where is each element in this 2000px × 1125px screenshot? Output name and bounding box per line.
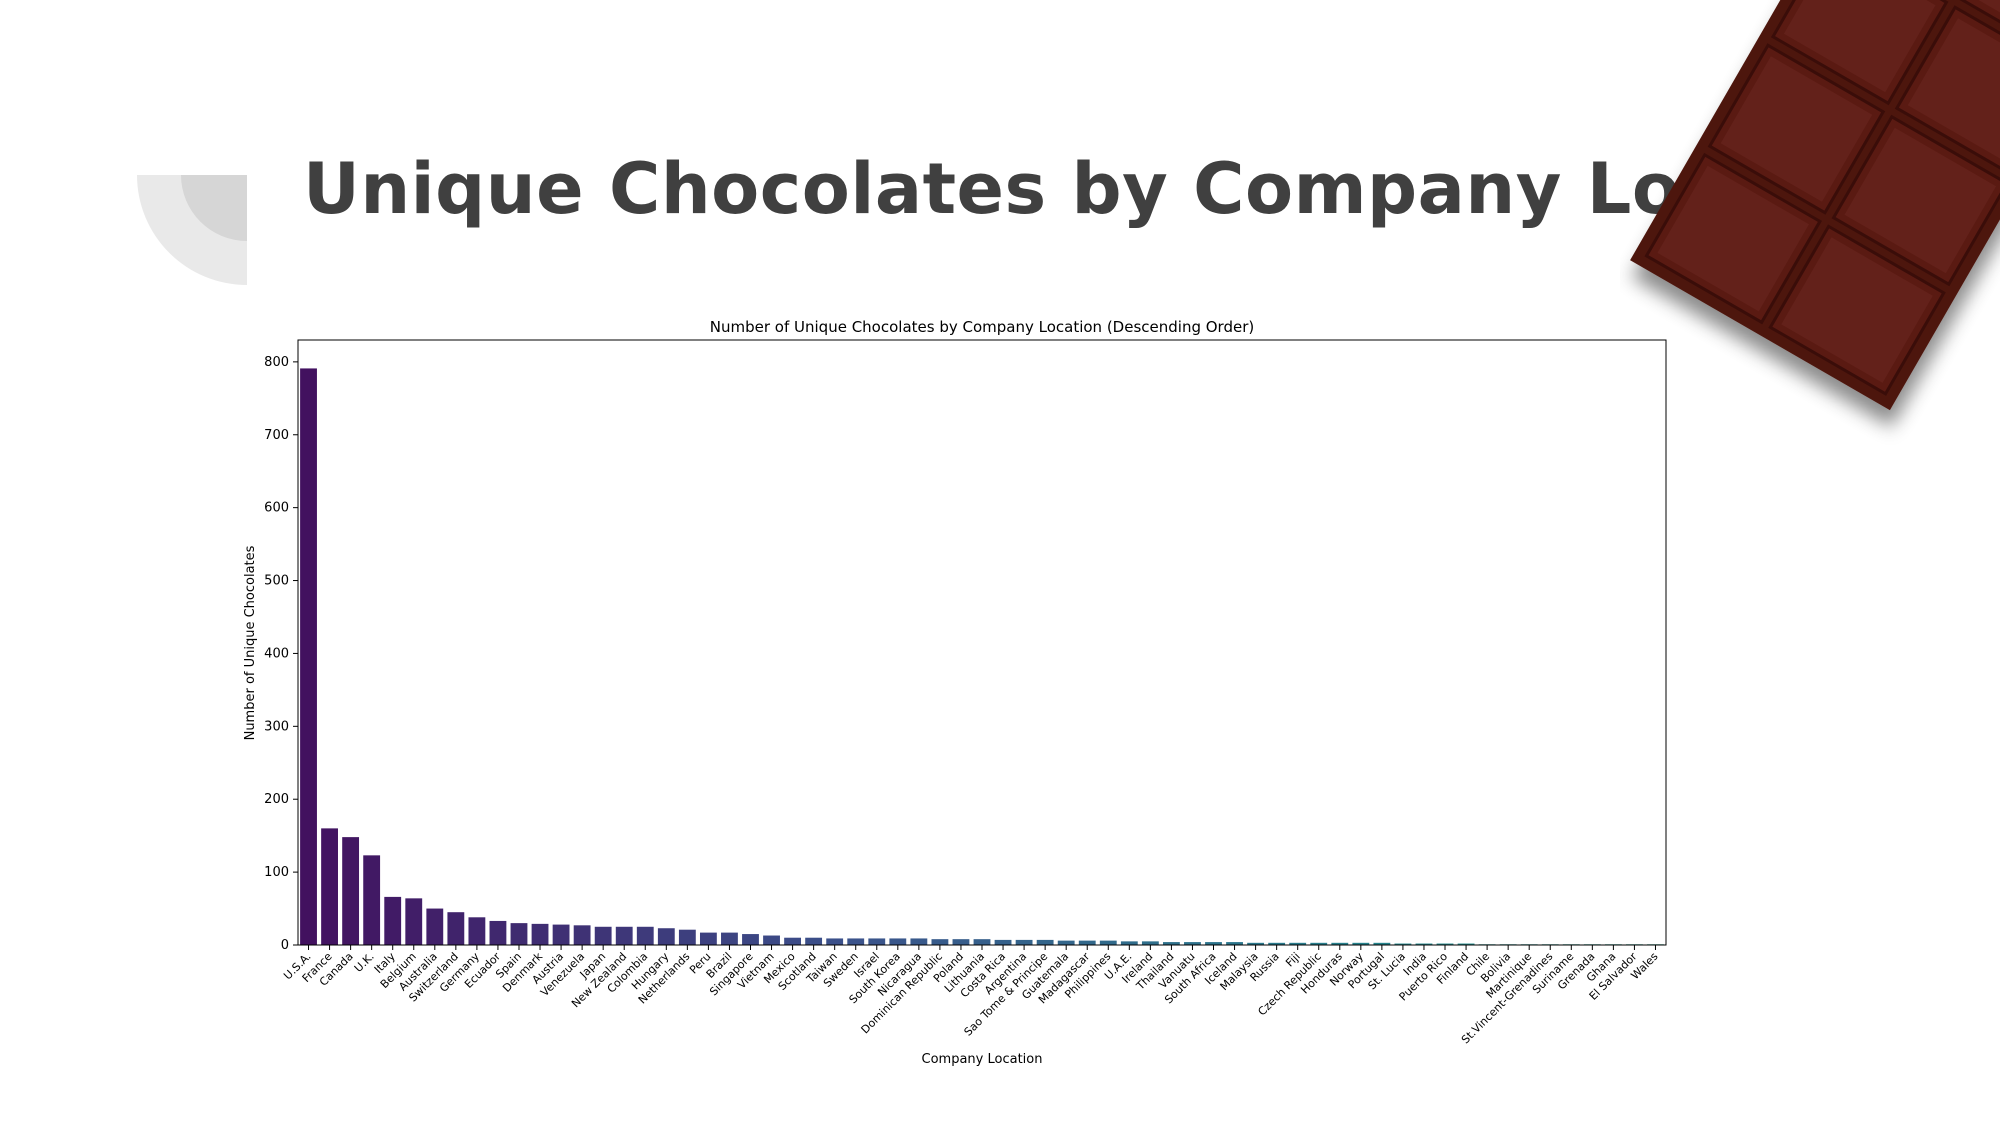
bar xyxy=(1057,940,1075,945)
bar xyxy=(1436,943,1454,945)
bar xyxy=(1078,940,1096,945)
bar xyxy=(931,939,949,945)
chocolate-square-highlight xyxy=(1781,237,1933,383)
y-ticks-group: 0 100 200 300 400 500 600 700 800 xyxy=(264,355,298,953)
y-tick-label: 100 xyxy=(264,865,289,880)
chocolate-square-highlight xyxy=(1907,18,2000,164)
bar xyxy=(1373,942,1391,945)
chocolate-bar-image xyxy=(1630,0,2000,411)
bar xyxy=(405,898,423,945)
y-tick-label: 800 xyxy=(264,355,289,370)
bar xyxy=(1268,942,1286,945)
chocolate-square-highlight xyxy=(1783,0,1936,93)
bar xyxy=(1289,942,1307,945)
bar xyxy=(1036,939,1054,945)
bar xyxy=(342,837,360,945)
bar xyxy=(489,920,507,945)
bar xyxy=(994,939,1012,945)
y-tick-label: 0 xyxy=(281,938,289,953)
bar xyxy=(384,896,402,945)
bar xyxy=(1310,942,1328,945)
bar xyxy=(1141,941,1159,945)
bar xyxy=(1226,942,1243,945)
bar xyxy=(615,926,633,945)
bar xyxy=(805,937,823,945)
x-tick-label: U.K. xyxy=(352,950,377,975)
bar xyxy=(552,924,570,945)
bar xyxy=(447,912,465,945)
bar xyxy=(468,917,486,945)
bars-group xyxy=(300,368,1664,945)
y-tick-label: 700 xyxy=(264,428,289,443)
y-tick-label: 400 xyxy=(264,646,289,661)
bar xyxy=(657,928,675,945)
bar xyxy=(1394,943,1412,945)
bar xyxy=(763,935,780,945)
bar xyxy=(699,932,717,945)
y-axis-label: Number of Unique Chocolates xyxy=(243,545,258,740)
chocolate-square-highlight xyxy=(1657,165,1809,312)
bar xyxy=(847,938,865,945)
bar xyxy=(973,939,991,945)
bar xyxy=(594,926,612,945)
y-tick-label: 200 xyxy=(264,792,289,807)
bar xyxy=(952,939,970,945)
bar-chart: Number of Unique Chocolates by Company L… xyxy=(243,318,1667,1067)
bar xyxy=(784,937,802,945)
bar xyxy=(321,828,338,945)
chocolate-square-highlight xyxy=(1720,56,1873,202)
bar xyxy=(742,934,759,945)
bar xyxy=(1162,942,1180,945)
bar xyxy=(1205,942,1222,945)
bar xyxy=(573,925,591,945)
bar xyxy=(1184,942,1201,945)
corner-decoration xyxy=(137,175,247,285)
x-ticks-group: U.S.A.FranceCanadaU.K.ItalyBelgiumAustra… xyxy=(281,945,1661,1046)
bar xyxy=(1331,942,1349,945)
bar xyxy=(678,929,696,945)
bar xyxy=(1099,940,1117,945)
bar xyxy=(826,938,844,945)
bar xyxy=(910,938,928,945)
y-tick-label: 500 xyxy=(264,574,289,589)
chart-title: Number of Unique Chocolates by Company L… xyxy=(710,318,1254,336)
y-tick-label: 600 xyxy=(264,501,289,516)
y-tick-label: 300 xyxy=(264,719,289,734)
bar xyxy=(636,926,654,945)
bar xyxy=(889,938,907,945)
bar xyxy=(531,923,549,945)
bar xyxy=(721,932,738,945)
bar xyxy=(1415,943,1433,945)
bar xyxy=(363,855,381,945)
plot-frame xyxy=(297,339,1667,946)
bar xyxy=(1120,941,1138,945)
bar xyxy=(1457,943,1475,945)
bar xyxy=(300,368,317,945)
bar xyxy=(868,938,886,945)
bar xyxy=(510,923,528,945)
bar xyxy=(1352,942,1370,945)
x-axis-label: Company Location xyxy=(922,1052,1043,1067)
bar xyxy=(1015,939,1033,945)
bar xyxy=(426,908,444,945)
bar xyxy=(1247,942,1265,945)
chocolate-square-highlight xyxy=(1844,127,1997,274)
